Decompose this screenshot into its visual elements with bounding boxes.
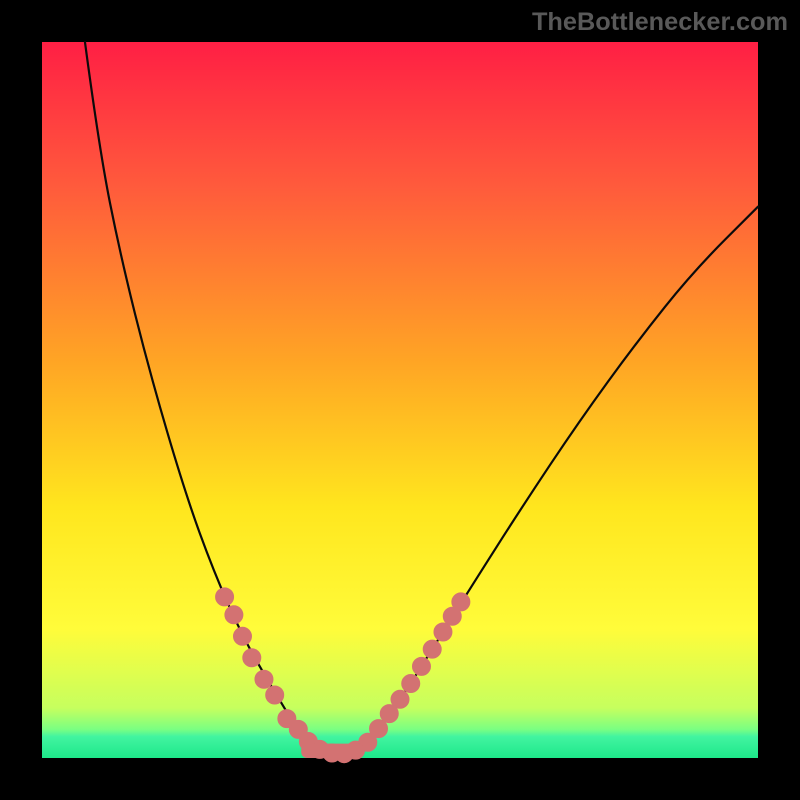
marker-dot — [233, 627, 251, 645]
optimal-band — [301, 744, 364, 758]
marker-dot — [243, 649, 261, 667]
figure-stage: TheBottlenecker.com — [0, 0, 800, 800]
marker-dot — [402, 675, 420, 693]
marker-dots — [216, 588, 470, 763]
marker-dot — [216, 588, 234, 606]
marker-dot — [434, 623, 452, 641]
marker-dot — [225, 606, 243, 624]
marker-dot — [452, 593, 470, 611]
watermark-text: TheBottlenecker.com — [532, 8, 788, 37]
bottleneck-chart — [42, 42, 758, 758]
marker-dot — [255, 670, 273, 688]
bottleneck-curve — [85, 42, 758, 754]
marker-dot — [412, 657, 430, 675]
chart-overlay — [42, 42, 758, 758]
marker-dot — [266, 686, 284, 704]
marker-dot — [391, 690, 409, 708]
marker-dot — [370, 720, 388, 738]
marker-dot — [423, 640, 441, 658]
